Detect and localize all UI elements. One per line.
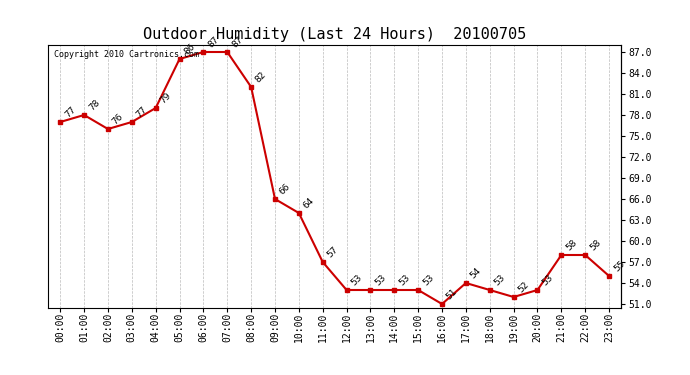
Text: 53: 53 (397, 273, 411, 287)
Text: 86: 86 (182, 42, 197, 56)
Text: 77: 77 (63, 105, 77, 119)
Text: 53: 53 (373, 273, 388, 287)
Text: 64: 64 (302, 196, 316, 210)
Text: 77: 77 (135, 105, 149, 119)
Text: 79: 79 (159, 91, 173, 105)
Text: 57: 57 (326, 245, 340, 259)
Text: 53: 53 (421, 273, 435, 287)
Text: 76: 76 (110, 112, 125, 126)
Text: 53: 53 (493, 273, 507, 287)
Text: 55: 55 (612, 259, 627, 273)
Text: 66: 66 (278, 182, 293, 196)
Title: Outdoor Humidity (Last 24 Hours)  20100705: Outdoor Humidity (Last 24 Hours) 2010070… (143, 27, 526, 42)
Text: 53: 53 (540, 273, 555, 287)
Text: 87: 87 (206, 35, 221, 49)
Text: 58: 58 (564, 238, 579, 252)
Text: 78: 78 (87, 98, 101, 112)
Text: 51: 51 (445, 287, 460, 301)
Text: 52: 52 (516, 280, 531, 294)
Text: 53: 53 (349, 273, 364, 287)
Text: 58: 58 (588, 238, 602, 252)
Text: Copyright 2010 Cartronics.com: Copyright 2010 Cartronics.com (54, 50, 199, 59)
Text: 54: 54 (469, 266, 483, 280)
Text: 82: 82 (254, 70, 268, 84)
Text: 87: 87 (230, 35, 244, 49)
